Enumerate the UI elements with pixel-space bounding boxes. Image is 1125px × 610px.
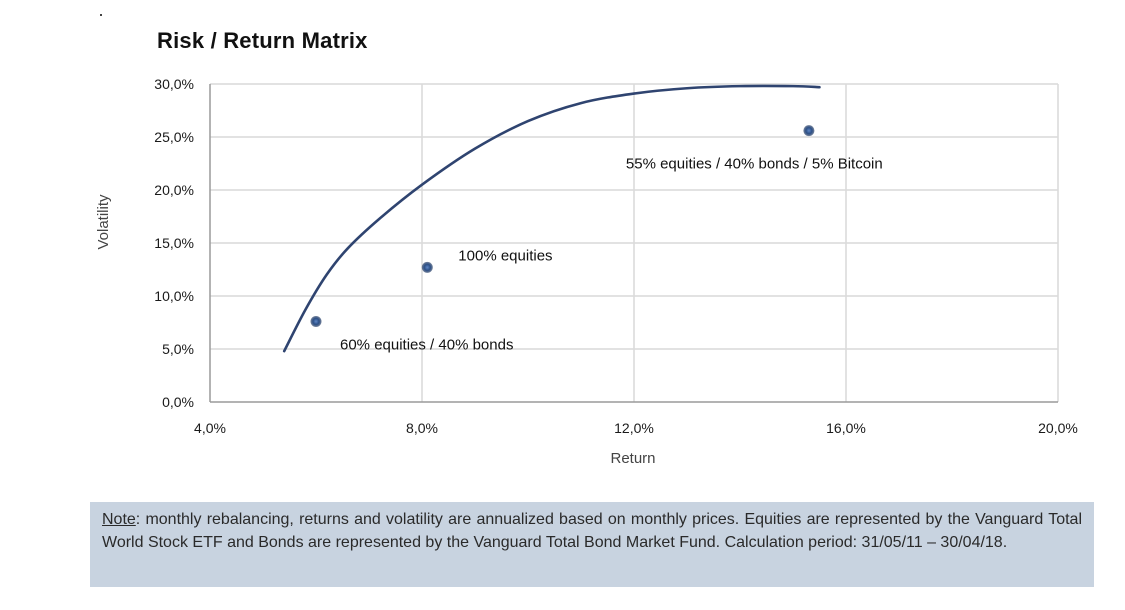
note-box: Note: monthly rebalancing, returns and v… [90, 502, 1094, 587]
y-tick-label: 15,0% [154, 235, 194, 251]
y-axis-label: Volatility [95, 194, 112, 250]
axes [209, 84, 1058, 403]
note-label: Note [102, 511, 136, 528]
tick-labels: 0,0% 5,0% 10,0% 15,0% 20,0% 25,0% 30,0% 4,0% 8,0… [154, 76, 1078, 436]
frontier-layer [282, 84, 821, 353]
risk-return-chart: 0,0% 5,0% 10,0% 15,0% 20,0% 25,0% 30,0% 4,0% 8,0… [95, 76, 1078, 467]
y-tick-label: 25,0% [154, 129, 194, 145]
x-tick-label: 16,0% [826, 420, 866, 436]
data-point [421, 261, 433, 273]
points-layer [310, 125, 815, 327]
chart-title: Risk / Return Matrix [157, 28, 368, 53]
frontier-curve [282, 84, 821, 353]
y-tick-label: 10,0% [154, 288, 194, 304]
point-label: 55% equities / 40% bonds / 5% Bitcoin [626, 156, 883, 173]
data-point [803, 125, 815, 137]
page-mark [100, 14, 102, 16]
point-label: 100% equities [458, 247, 552, 264]
x-axis-label: Return [610, 450, 655, 467]
y-tick-label: 30,0% [154, 76, 194, 92]
y-tick-label: 5,0% [162, 341, 194, 357]
note-text: : monthly rebalancing, returns and volat… [102, 511, 1082, 551]
point-label: 60% equities / 40% bonds [340, 336, 513, 353]
x-tick-label: 8,0% [406, 420, 438, 436]
grid [210, 83, 1059, 402]
y-tick-label: 0,0% [162, 394, 194, 410]
data-point [310, 315, 322, 327]
y-tick-label: 20,0% [154, 182, 194, 198]
x-tick-label: 20,0% [1038, 420, 1078, 436]
annotations-layer: 60% equities / 40% bonds 100% equities 55%… [340, 156, 883, 354]
x-tick-label: 12,0% [614, 420, 654, 436]
x-tick-label: 4,0% [194, 420, 226, 436]
